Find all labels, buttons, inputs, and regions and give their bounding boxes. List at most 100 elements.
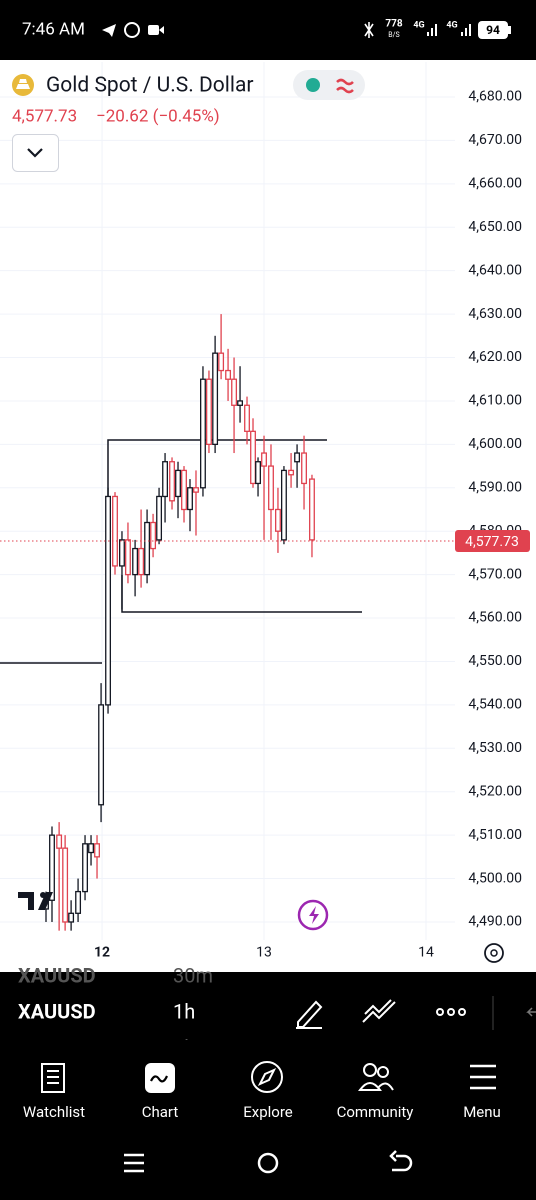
y-tick-label: 4,630.00 xyxy=(468,306,522,322)
status-pill[interactable] xyxy=(293,70,365,100)
settings-icon xyxy=(490,949,498,957)
y-tick-label: 4,650.00 xyxy=(468,219,522,235)
y-tick-label: 4,620.00 xyxy=(468,349,522,365)
system-recents[interactable] xyxy=(124,1153,144,1173)
system-home[interactable] xyxy=(257,1152,279,1174)
chart-icon-line xyxy=(150,1075,169,1083)
gold-bars-icon xyxy=(16,79,30,89)
y-tick-label: 4,660.00 xyxy=(468,176,522,192)
community-icon-body xyxy=(358,1082,394,1091)
settings-button[interactable] xyxy=(484,943,504,963)
nav-label[interactable]: Menu xyxy=(463,1103,501,1121)
candle-body xyxy=(288,469,295,476)
candle-body xyxy=(225,369,232,380)
y-tick-label: 4,490.00 xyxy=(468,914,522,930)
market-open-dot xyxy=(306,78,320,92)
last-price-label: 4,577.73 xyxy=(465,534,519,550)
net-speed-unit: B/S xyxy=(388,31,399,39)
candle-body xyxy=(237,400,244,406)
candle-body xyxy=(82,843,88,893)
candle-body xyxy=(162,461,169,498)
y-tick-label: 4,500.00 xyxy=(468,870,522,886)
toolbar-fade xyxy=(0,1040,536,1056)
candle-body xyxy=(200,378,206,489)
more-icon[interactable] xyxy=(436,1008,466,1016)
candle-body xyxy=(218,352,225,372)
candle-body xyxy=(181,469,187,511)
network-type: 4G xyxy=(413,20,424,30)
candle-body xyxy=(119,539,125,567)
y-tick-label: 4,610.00 xyxy=(468,393,522,409)
system-back[interactable] xyxy=(389,1150,413,1172)
y-tick-label: 4,640.00 xyxy=(468,262,522,278)
candle-body xyxy=(125,539,131,576)
bottom-panel xyxy=(0,972,536,1200)
candle-body xyxy=(280,469,287,541)
trend-tool-icon[interactable] xyxy=(362,999,396,1023)
y-tick-label: 4,570.00 xyxy=(468,566,522,582)
community-icon xyxy=(363,1063,377,1077)
battery-level: 94 xyxy=(486,23,500,37)
candle-body xyxy=(301,452,307,485)
delayed-icon xyxy=(336,78,354,94)
video-icon-lens xyxy=(159,26,164,34)
candle-body xyxy=(187,487,193,511)
interval[interactable]: 1h xyxy=(173,999,195,1023)
arrow-icon[interactable] xyxy=(526,1007,536,1017)
y-tick-label: 4,560.00 xyxy=(468,610,522,626)
candle-body xyxy=(309,478,315,541)
explore-icon xyxy=(251,1061,283,1093)
video-icon xyxy=(148,25,159,35)
symbol-title: Gold Spot / U.S. Dollar xyxy=(46,74,254,98)
x-tick-label: 12 xyxy=(94,945,110,961)
candle-body xyxy=(150,521,157,550)
candle-body xyxy=(132,547,139,576)
menu-icon xyxy=(470,1064,496,1090)
candle-body xyxy=(193,487,199,493)
expand-button[interactable] xyxy=(12,134,59,172)
candle-body xyxy=(144,521,151,576)
candle-body xyxy=(62,847,69,923)
y-tick-label: 4,680.00 xyxy=(468,89,522,105)
candles xyxy=(0,314,455,931)
interval-prev: 30m xyxy=(173,963,213,987)
signal-bars xyxy=(427,24,471,36)
watchlist-icon xyxy=(41,1063,65,1093)
candle-body xyxy=(75,890,82,914)
last-price-box xyxy=(455,530,530,553)
draw-tool-icon[interactable] xyxy=(296,1000,323,1029)
y-tick-label: 4,550.00 xyxy=(468,653,522,669)
net-speed: 778 xyxy=(385,19,402,30)
candle-body xyxy=(94,843,100,858)
status-time: 7:46 AM xyxy=(22,19,85,39)
whatsapp-icon xyxy=(124,22,140,38)
tradingview-logo-dot xyxy=(40,892,46,898)
nav-label[interactable]: Chart xyxy=(142,1103,179,1121)
candle-body xyxy=(112,495,118,567)
nav-label[interactable]: Community xyxy=(337,1103,414,1121)
y-tick-label: 4,530.00 xyxy=(468,740,522,756)
candle-body xyxy=(175,469,181,498)
symbol[interactable]: XAUUSD xyxy=(18,999,96,1023)
axes: 4,490.00 4,500.00 4,510.00 4,520.00 4,530.00… xyxy=(94,89,530,961)
candle-body xyxy=(231,378,238,406)
candle-body xyxy=(294,452,301,463)
price-change: −20.62 (−0.45%) xyxy=(96,106,220,126)
candle-body xyxy=(261,452,267,467)
candle-body xyxy=(138,547,145,576)
bluetooth-icon xyxy=(364,22,374,38)
candle-body xyxy=(98,704,105,806)
candle-body xyxy=(105,495,111,706)
candle-body xyxy=(250,430,256,485)
candle-body xyxy=(68,912,75,923)
status-icons xyxy=(102,22,374,38)
nav-label[interactable]: Watchlist xyxy=(23,1103,85,1121)
candle-body xyxy=(206,378,212,446)
nav-label[interactable]: Explore xyxy=(243,1103,293,1121)
lightning-icon xyxy=(309,906,319,924)
candle-body xyxy=(255,461,261,485)
candle-body xyxy=(244,404,250,432)
last-price: 4,577.73 xyxy=(12,106,77,126)
